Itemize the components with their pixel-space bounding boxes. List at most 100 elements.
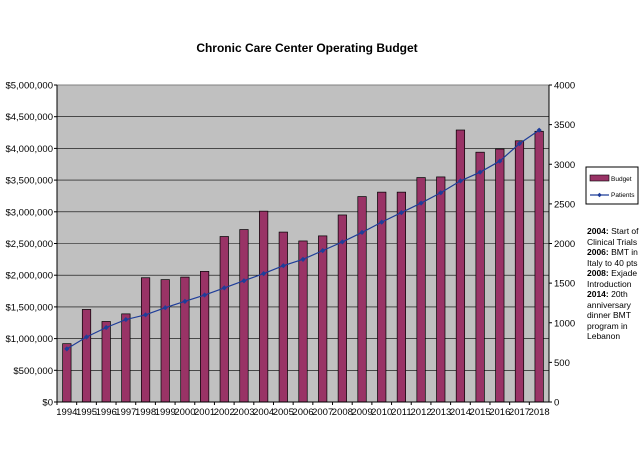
bar-2014 — [455, 129, 466, 403]
y-left-tick-label: $1,000,000 — [5, 334, 53, 345]
legend-patients-marker — [597, 192, 602, 198]
legend-patients-label: Patients — [611, 192, 635, 199]
x-tick-label: 2010 — [371, 407, 392, 418]
x-tick-label: 2003 — [233, 407, 254, 418]
patients-point-2007 — [320, 248, 326, 254]
x-tick-label: 1998 — [135, 407, 156, 418]
annotation-text: BMT in Italy to 40 pts — [587, 247, 638, 268]
patients-point-1995 — [83, 334, 90, 340]
patients-point-2010 — [379, 219, 385, 225]
x-tick-label: 2007 — [312, 407, 333, 418]
bar-2017 — [514, 140, 525, 403]
legend-budget-swatch — [589, 174, 610, 182]
bar-2016 — [495, 148, 505, 403]
x-tick-label: 1999 — [155, 407, 176, 418]
patients-point-2011 — [398, 209, 404, 216]
annotation-year: 2014: — [587, 289, 609, 299]
y-right-tick-label: 1000 — [554, 318, 575, 329]
patients-point-1998 — [142, 312, 149, 318]
patients-point-2012 — [418, 200, 424, 206]
x-tick-label: 2002 — [214, 407, 235, 418]
x-tick-label: 2015 — [470, 407, 491, 418]
annotation-2008: 2008: Exjade Introduction — [587, 268, 639, 289]
patients-point-2014 — [457, 178, 464, 184]
patients-point-2013 — [438, 190, 444, 196]
y-left-tick-label: $2,000,000 — [5, 271, 53, 282]
bar-1999 — [160, 279, 170, 403]
bar-2007 — [318, 235, 328, 403]
annotation-2004: 2004: Start of Clinical Trials — [587, 226, 639, 247]
bar-1997 — [121, 313, 131, 403]
annotation-year: 2006: — [587, 247, 609, 257]
y-left-tick-label: $4,500,000 — [5, 112, 53, 123]
x-tick-label: 1994 — [56, 407, 77, 418]
y-left-tick-label: $2,500,000 — [5, 239, 53, 250]
legend-box — [585, 166, 639, 205]
x-tick-label: 2001 — [194, 407, 215, 418]
bar-2001 — [200, 271, 210, 403]
chart-title: Chronic Care Center Operating Budget — [196, 41, 417, 55]
y-left-tick-label: $3,000,000 — [5, 207, 53, 218]
y-left-tick-label: $0 — [42, 398, 53, 409]
bar-2002 — [219, 236, 229, 403]
y-right-tick-label: 4000 — [554, 81, 575, 92]
x-tick-label: 2017 — [509, 407, 530, 418]
y-right-tick-label: 3000 — [554, 160, 575, 171]
bar-2015 — [475, 151, 485, 403]
y-left-tick-label: $3,500,000 — [5, 176, 53, 187]
y-right-tick-label: 500 — [554, 358, 570, 369]
bar-2006 — [298, 240, 308, 403]
annotation-text: 20th anniversary dinner BMT program in L… — [587, 289, 631, 341]
y-left-tick-label: $4,000,000 — [5, 144, 53, 155]
bar-1996 — [101, 321, 111, 403]
annotation-year: 2004: — [587, 226, 609, 236]
y-left-tick-label: $500,000 — [13, 366, 53, 377]
bar-2003 — [239, 229, 249, 403]
x-tick-label: 2009 — [351, 407, 372, 418]
patients-point-1996 — [103, 324, 109, 331]
bar-2018 — [534, 130, 544, 403]
bar-2004 — [259, 210, 269, 403]
x-tick-label: 2000 — [174, 407, 195, 418]
x-tick-label: 2014 — [450, 407, 471, 418]
bar-1994 — [62, 343, 72, 403]
y-right-tick-label: 0 — [554, 398, 559, 409]
y-right-tick-label: 1500 — [554, 279, 575, 290]
y-right-tick-label: 2000 — [554, 239, 575, 250]
bar-1995 — [81, 309, 92, 403]
bar-2011 — [396, 191, 406, 403]
bar-2000 — [180, 276, 190, 403]
y-left-tick-label: $1,500,000 — [5, 302, 53, 313]
patients-point-2005 — [280, 263, 286, 269]
patients-point-2017 — [516, 141, 523, 147]
annotation-2014: 2014: 20th anniversary dinner BMT progra… — [587, 289, 639, 342]
annotation-box: 2004: Start of Clinical Trials 2006: BMT… — [587, 226, 639, 342]
patients-point-1999 — [162, 305, 168, 311]
x-tick-label: 2016 — [489, 407, 510, 418]
x-tick-label: 2018 — [529, 407, 550, 418]
bar-1998 — [140, 277, 151, 403]
patients-point-2002 — [221, 285, 227, 291]
patients-point-2006 — [300, 256, 306, 262]
y-right-tick-label: 3500 — [554, 120, 575, 131]
patients-point-2001 — [202, 292, 208, 298]
x-tick-label: 2011 — [391, 407, 411, 418]
annotation-text: Start of Clinical Trials — [587, 226, 639, 247]
annotation-text: Exjade Introduction — [587, 268, 638, 289]
y-left-tick-label: $5,000,000 — [5, 81, 53, 92]
annotation-2006: 2006: BMT in Italy to 40 pts — [587, 247, 639, 268]
x-tick-label: 2006 — [292, 407, 313, 418]
bar-2013 — [436, 176, 446, 403]
x-tick-label: 2012 — [411, 407, 432, 418]
patients-point-2009 — [359, 229, 365, 236]
x-tick-label: 2008 — [332, 407, 353, 418]
x-tick-label: 2013 — [430, 407, 451, 418]
patients-point-2015 — [477, 169, 483, 175]
x-tick-label: 1995 — [76, 407, 97, 418]
patients-point-2000 — [182, 298, 188, 304]
patients-point-1997 — [123, 316, 129, 323]
x-tick-label: 2005 — [273, 407, 294, 418]
x-tick-label: 2004 — [253, 407, 274, 418]
patients-point-1994 — [64, 346, 70, 352]
